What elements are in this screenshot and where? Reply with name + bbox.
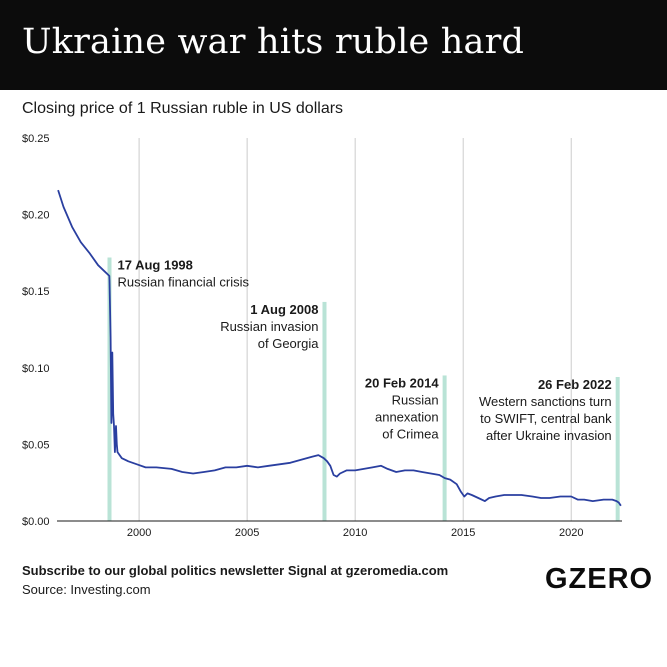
x-tick-label: 2005 [235,527,259,539]
source-text: Source: Investing.com [22,582,151,597]
annotation-text: to SWIFT, central bank [480,411,612,426]
chart-subtitle: Closing price of 1 Russian ruble in US d… [22,100,344,117]
annotation-text: of Georgia [258,336,319,351]
annotation-text: annexation [375,409,439,424]
y-tick-label: $0.15 [22,286,50,298]
annotation-text: Russian financial crisis [118,274,250,289]
annotation: 20 Feb 2014 Russian annexation of Crimea [365,375,439,441]
annotation: 26 Feb 2022 Western sanctions turn to SWIF… [479,377,612,443]
annotation-text: after Ukraine invasion [486,428,612,443]
y-tick-label: $0.05 [22,439,50,451]
newsletter-text: Subscribe to our global politics newslet… [22,563,449,578]
line-chart: $0.00 $0.05 $0.10 $0.15 $0.20 $0.25 2000 2005 20… [22,133,622,539]
y-tick-label: $0.20 [22,210,50,222]
annotation-text: Russian invasion [220,319,318,334]
annotation-text: of Crimea [382,426,439,441]
y-tick-label: $0.10 [22,363,50,375]
y-tick-label: $0.25 [22,133,50,145]
x-tick-label: 2010 [343,527,367,539]
chart-title: Ukraine war hits ruble hard [22,22,525,62]
annotation-text: Russian [392,392,439,407]
series-line [57,189,622,507]
x-tick-label: 2015 [451,527,475,539]
y-tick-label: $0.00 [22,516,50,528]
annotation-date: 1 Aug 2008 [250,302,318,317]
event-marker [615,376,620,521]
x-tick-label: 2000 [127,527,151,539]
x-tick-label: 2020 [559,527,583,539]
annotation-text: Western sanctions turn [479,394,612,409]
event-marker [442,375,447,521]
annotation-date: 20 Feb 2014 [365,375,439,390]
header-banner: Ukraine war hits ruble hard [0,0,667,90]
annotation: 1 Aug 2008 Russian invasion of Georgia [220,302,319,351]
annotation-date: 26 Feb 2022 [538,377,612,392]
gzero-logo: GZERO [545,563,654,595]
annotation: 17 Aug 1998 Russian financial crisis [118,257,250,289]
event-marker [107,257,112,521]
event-marker [322,301,327,521]
annotation-date: 17 Aug 1998 [118,257,193,272]
